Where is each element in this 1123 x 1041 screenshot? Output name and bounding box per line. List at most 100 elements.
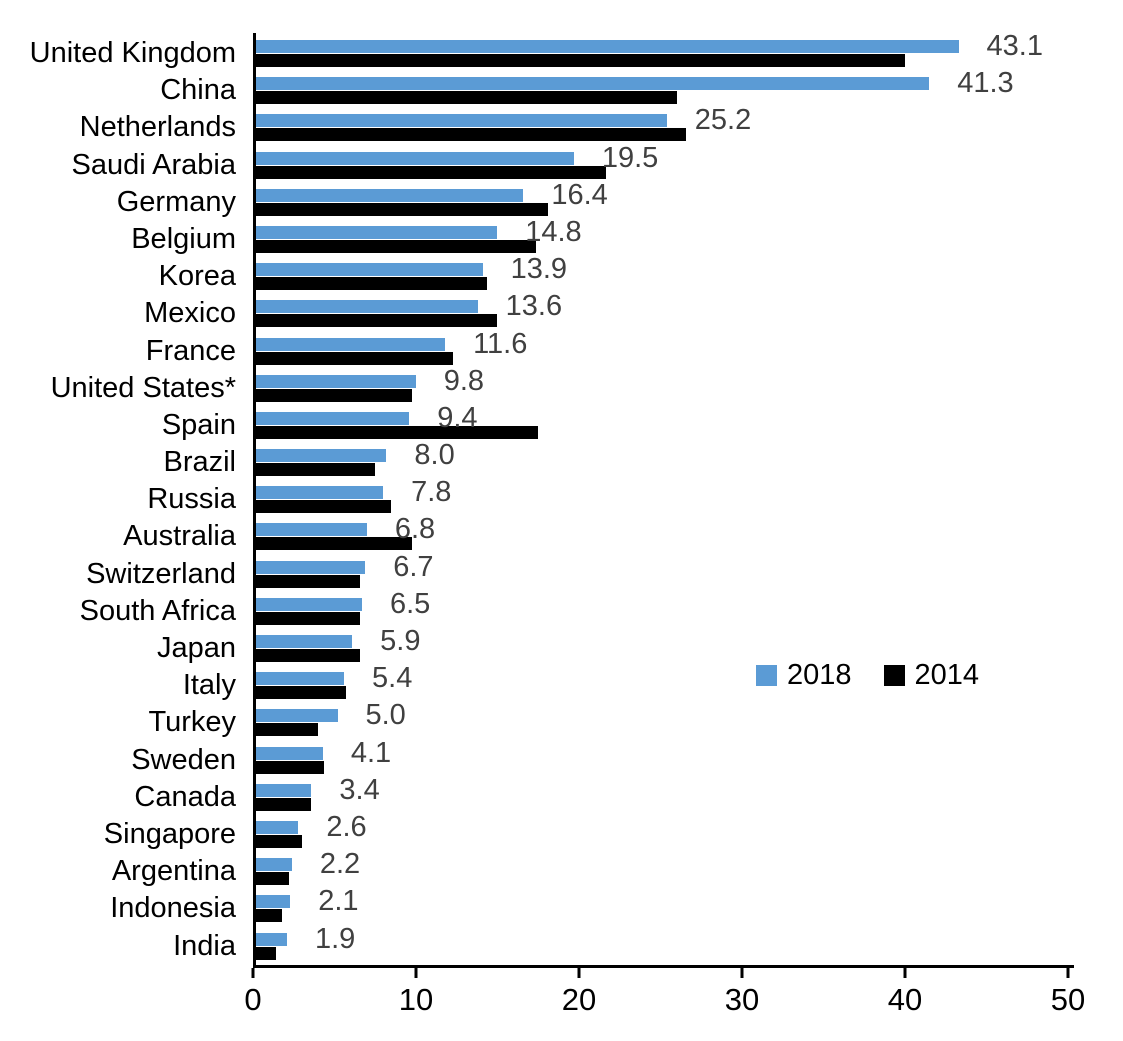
chart-row: Belgium 14.8 <box>0 217 1123 258</box>
bar-2018 <box>256 597 362 611</box>
chart-row: United Kingdom 43.1 <box>0 30 1123 72</box>
x-axis-tick-label: 50 <box>1050 982 1086 1017</box>
chart-row: Japan 5.9 <box>0 627 1123 667</box>
chart-row: India 1.9 <box>0 924 1123 965</box>
bar-2018 <box>256 411 410 425</box>
bar-2014 <box>256 128 687 142</box>
value-label: 13.9 <box>510 253 568 286</box>
bar-2014 <box>256 463 375 477</box>
x-axis-tick-label: 40 <box>887 982 923 1017</box>
value-label: 6.7 <box>393 550 434 583</box>
bar-2014 <box>256 425 538 439</box>
chart-row: Italy 5.4 <box>0 664 1123 704</box>
category-label: Australia <box>123 520 236 553</box>
value-label: 19.5 <box>601 141 659 174</box>
bar-2018 <box>256 188 524 202</box>
bar-group: 9.4 <box>256 401 1123 444</box>
bar-2018 <box>256 709 338 723</box>
bar-group: 7.8 <box>256 476 1123 518</box>
chart-row: Switzerland 6.7 <box>0 550 1123 593</box>
category-label: Saudi Arabia <box>71 148 236 181</box>
bar-group: 19.5 <box>256 141 1123 184</box>
bar-2018 <box>256 449 387 463</box>
bar-2014 <box>256 834 302 848</box>
chart-row: Saudi Arabia 19.5 <box>0 141 1123 184</box>
chart-row: Indonesia 2.1 <box>0 885 1123 927</box>
x-axis-line <box>253 965 1074 968</box>
bar-group: 4.1 <box>256 738 1123 779</box>
bar-2018 <box>256 374 416 388</box>
bar-2014 <box>256 649 361 662</box>
bar-2018 <box>256 672 345 686</box>
legend-swatch-icon <box>883 665 905 686</box>
bar-group: 14.8 <box>256 217 1123 258</box>
bar-2018 <box>256 40 959 53</box>
bar-group: 11.6 <box>256 327 1123 370</box>
value-label: 41.3 <box>957 67 1014 100</box>
bar-2014 <box>256 277 488 291</box>
chart-row: United States* 9.8 <box>0 366 1123 407</box>
bar-2014 <box>256 500 392 514</box>
bar-group: 43.1 <box>256 30 1123 72</box>
category-label: Korea <box>158 260 236 293</box>
value-label: 11.6 <box>473 327 528 360</box>
value-label: 43.1 <box>986 30 1043 62</box>
chart-row: Singapore 2.6 <box>0 812 1123 853</box>
bar-group: 6.8 <box>256 515 1123 555</box>
value-label: 9.4 <box>437 401 478 434</box>
bar-2018 <box>256 114 667 128</box>
category-label: Germany <box>116 185 236 218</box>
chart-row: Sweden 4.1 <box>0 738 1123 779</box>
value-label: 2.1 <box>318 885 359 918</box>
value-label: 5.0 <box>365 699 406 732</box>
bar-2018 <box>256 486 384 500</box>
bar-2014 <box>256 239 537 253</box>
chart-row: Spain 9.4 <box>0 401 1123 444</box>
category-label: Argentina <box>111 855 236 888</box>
bar-2018 <box>256 523 367 537</box>
bar-group: 2.6 <box>256 812 1123 853</box>
category-label: Netherlands <box>79 111 236 144</box>
bar-2018 <box>256 263 483 277</box>
bar-2014 <box>256 388 413 402</box>
bar-2014 <box>256 946 276 960</box>
value-label: 6.5 <box>389 587 431 620</box>
category-label: United Kingdom <box>29 37 236 69</box>
bar-group: 41.3 <box>256 67 1123 109</box>
chart-row: Argentina 2.2 <box>0 850 1123 890</box>
bar-2014 <box>256 537 413 551</box>
bar-2018 <box>256 151 574 165</box>
bar-group: 5.4 <box>256 664 1123 704</box>
bar-2018 <box>256 783 312 797</box>
bar-2014 <box>256 723 318 737</box>
category-label: Belgium <box>131 222 236 255</box>
value-label: 25.2 <box>694 104 752 137</box>
chart-row: Germany 16.4 <box>0 180 1123 221</box>
bar-2018 <box>256 746 323 760</box>
category-label: Spain <box>161 408 236 441</box>
x-axis-tick-label: 20 <box>561 982 597 1017</box>
bar-group: 2.1 <box>256 885 1123 927</box>
bar-2014 <box>256 909 283 923</box>
bar-group: 13.9 <box>256 253 1123 295</box>
x-axis-tick-label: 0 <box>244 982 262 1017</box>
x-axis-tick <box>1066 968 1070 978</box>
legend-item-2014: 2014 <box>883 659 979 692</box>
bar-2018 <box>256 560 366 574</box>
chart-row: Brazil 8.0 <box>0 441 1123 481</box>
x-axis-tick-label: 10 <box>398 982 434 1017</box>
bar-group: 16.4 <box>256 180 1123 221</box>
category-label: Japan <box>156 632 236 664</box>
value-label: 3.4 <box>339 773 380 806</box>
bar-2014 <box>256 165 607 179</box>
bar-2018 <box>256 932 287 946</box>
x-axis-tick <box>903 968 907 978</box>
category-label: Brazil <box>163 446 236 479</box>
bar-2014 <box>256 760 325 774</box>
bar-2018 <box>256 337 446 351</box>
y-axis-line <box>253 33 256 968</box>
value-label: 7.8 <box>411 476 452 509</box>
legend-swatch-icon <box>756 665 777 686</box>
bar-2014 <box>256 797 312 811</box>
value-label: 13.6 <box>505 290 563 323</box>
